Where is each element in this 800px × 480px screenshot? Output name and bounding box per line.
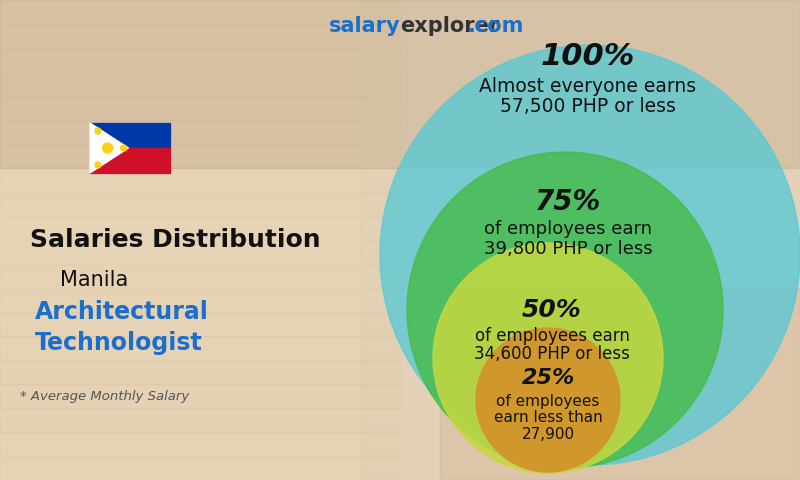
Bar [0, 288, 400, 312]
Circle shape [121, 145, 126, 151]
Text: of employees: of employees [496, 394, 600, 408]
Bar [0, 408, 400, 432]
Text: 27,900: 27,900 [522, 427, 574, 442]
Polygon shape [90, 123, 128, 173]
Bar [0, 168, 400, 192]
Text: 75%: 75% [535, 188, 601, 216]
Bar [0, 144, 400, 168]
Bar [90, 148, 170, 173]
Circle shape [476, 328, 620, 472]
Text: 39,800 PHP or less: 39,800 PHP or less [484, 240, 652, 257]
Circle shape [407, 152, 723, 468]
Bar [0, 432, 400, 456]
Circle shape [95, 162, 101, 168]
Text: Salaries Distribution: Salaries Distribution [30, 228, 321, 252]
Text: of employees earn: of employees earn [474, 327, 630, 345]
Bar [0, 264, 400, 288]
Bar [0, 384, 400, 408]
Text: Manila: Manila [60, 270, 128, 290]
Text: salary: salary [328, 16, 400, 36]
Bar [0, 48, 400, 72]
Text: 34,600 PHP or less: 34,600 PHP or less [474, 345, 630, 363]
Text: explorer: explorer [400, 16, 499, 36]
Bar [0, 360, 400, 384]
Bar [0, 192, 400, 216]
Text: Almost everyone earns: Almost everyone earns [479, 77, 697, 96]
Text: 57,500 PHP or less: 57,500 PHP or less [500, 97, 676, 117]
Bar [0, 0, 800, 168]
Text: 25%: 25% [522, 368, 574, 388]
Bar [0, 96, 400, 120]
Text: * Average Monthly Salary: * Average Monthly Salary [20, 390, 190, 403]
Text: of employees earn: of employees earn [484, 220, 652, 238]
Circle shape [102, 143, 113, 153]
Bar [0, 24, 400, 48]
Bar [0, 0, 400, 24]
Bar [90, 123, 170, 173]
Circle shape [95, 128, 101, 134]
Bar [0, 456, 400, 480]
Bar [360, 0, 800, 480]
Bar [440, 288, 800, 480]
Text: .com: .com [468, 16, 524, 36]
Bar [0, 72, 400, 96]
Circle shape [433, 243, 663, 473]
Bar [0, 336, 400, 360]
Text: 100%: 100% [541, 42, 635, 71]
Text: 50%: 50% [522, 298, 582, 322]
Bar [0, 240, 400, 264]
Bar [90, 123, 170, 148]
Circle shape [380, 45, 800, 465]
Bar [0, 312, 400, 336]
Text: earn less than: earn less than [494, 410, 602, 425]
Bar [0, 120, 400, 144]
Text: Architectural
Technologist: Architectural Technologist [35, 300, 209, 355]
Bar [0, 216, 400, 240]
